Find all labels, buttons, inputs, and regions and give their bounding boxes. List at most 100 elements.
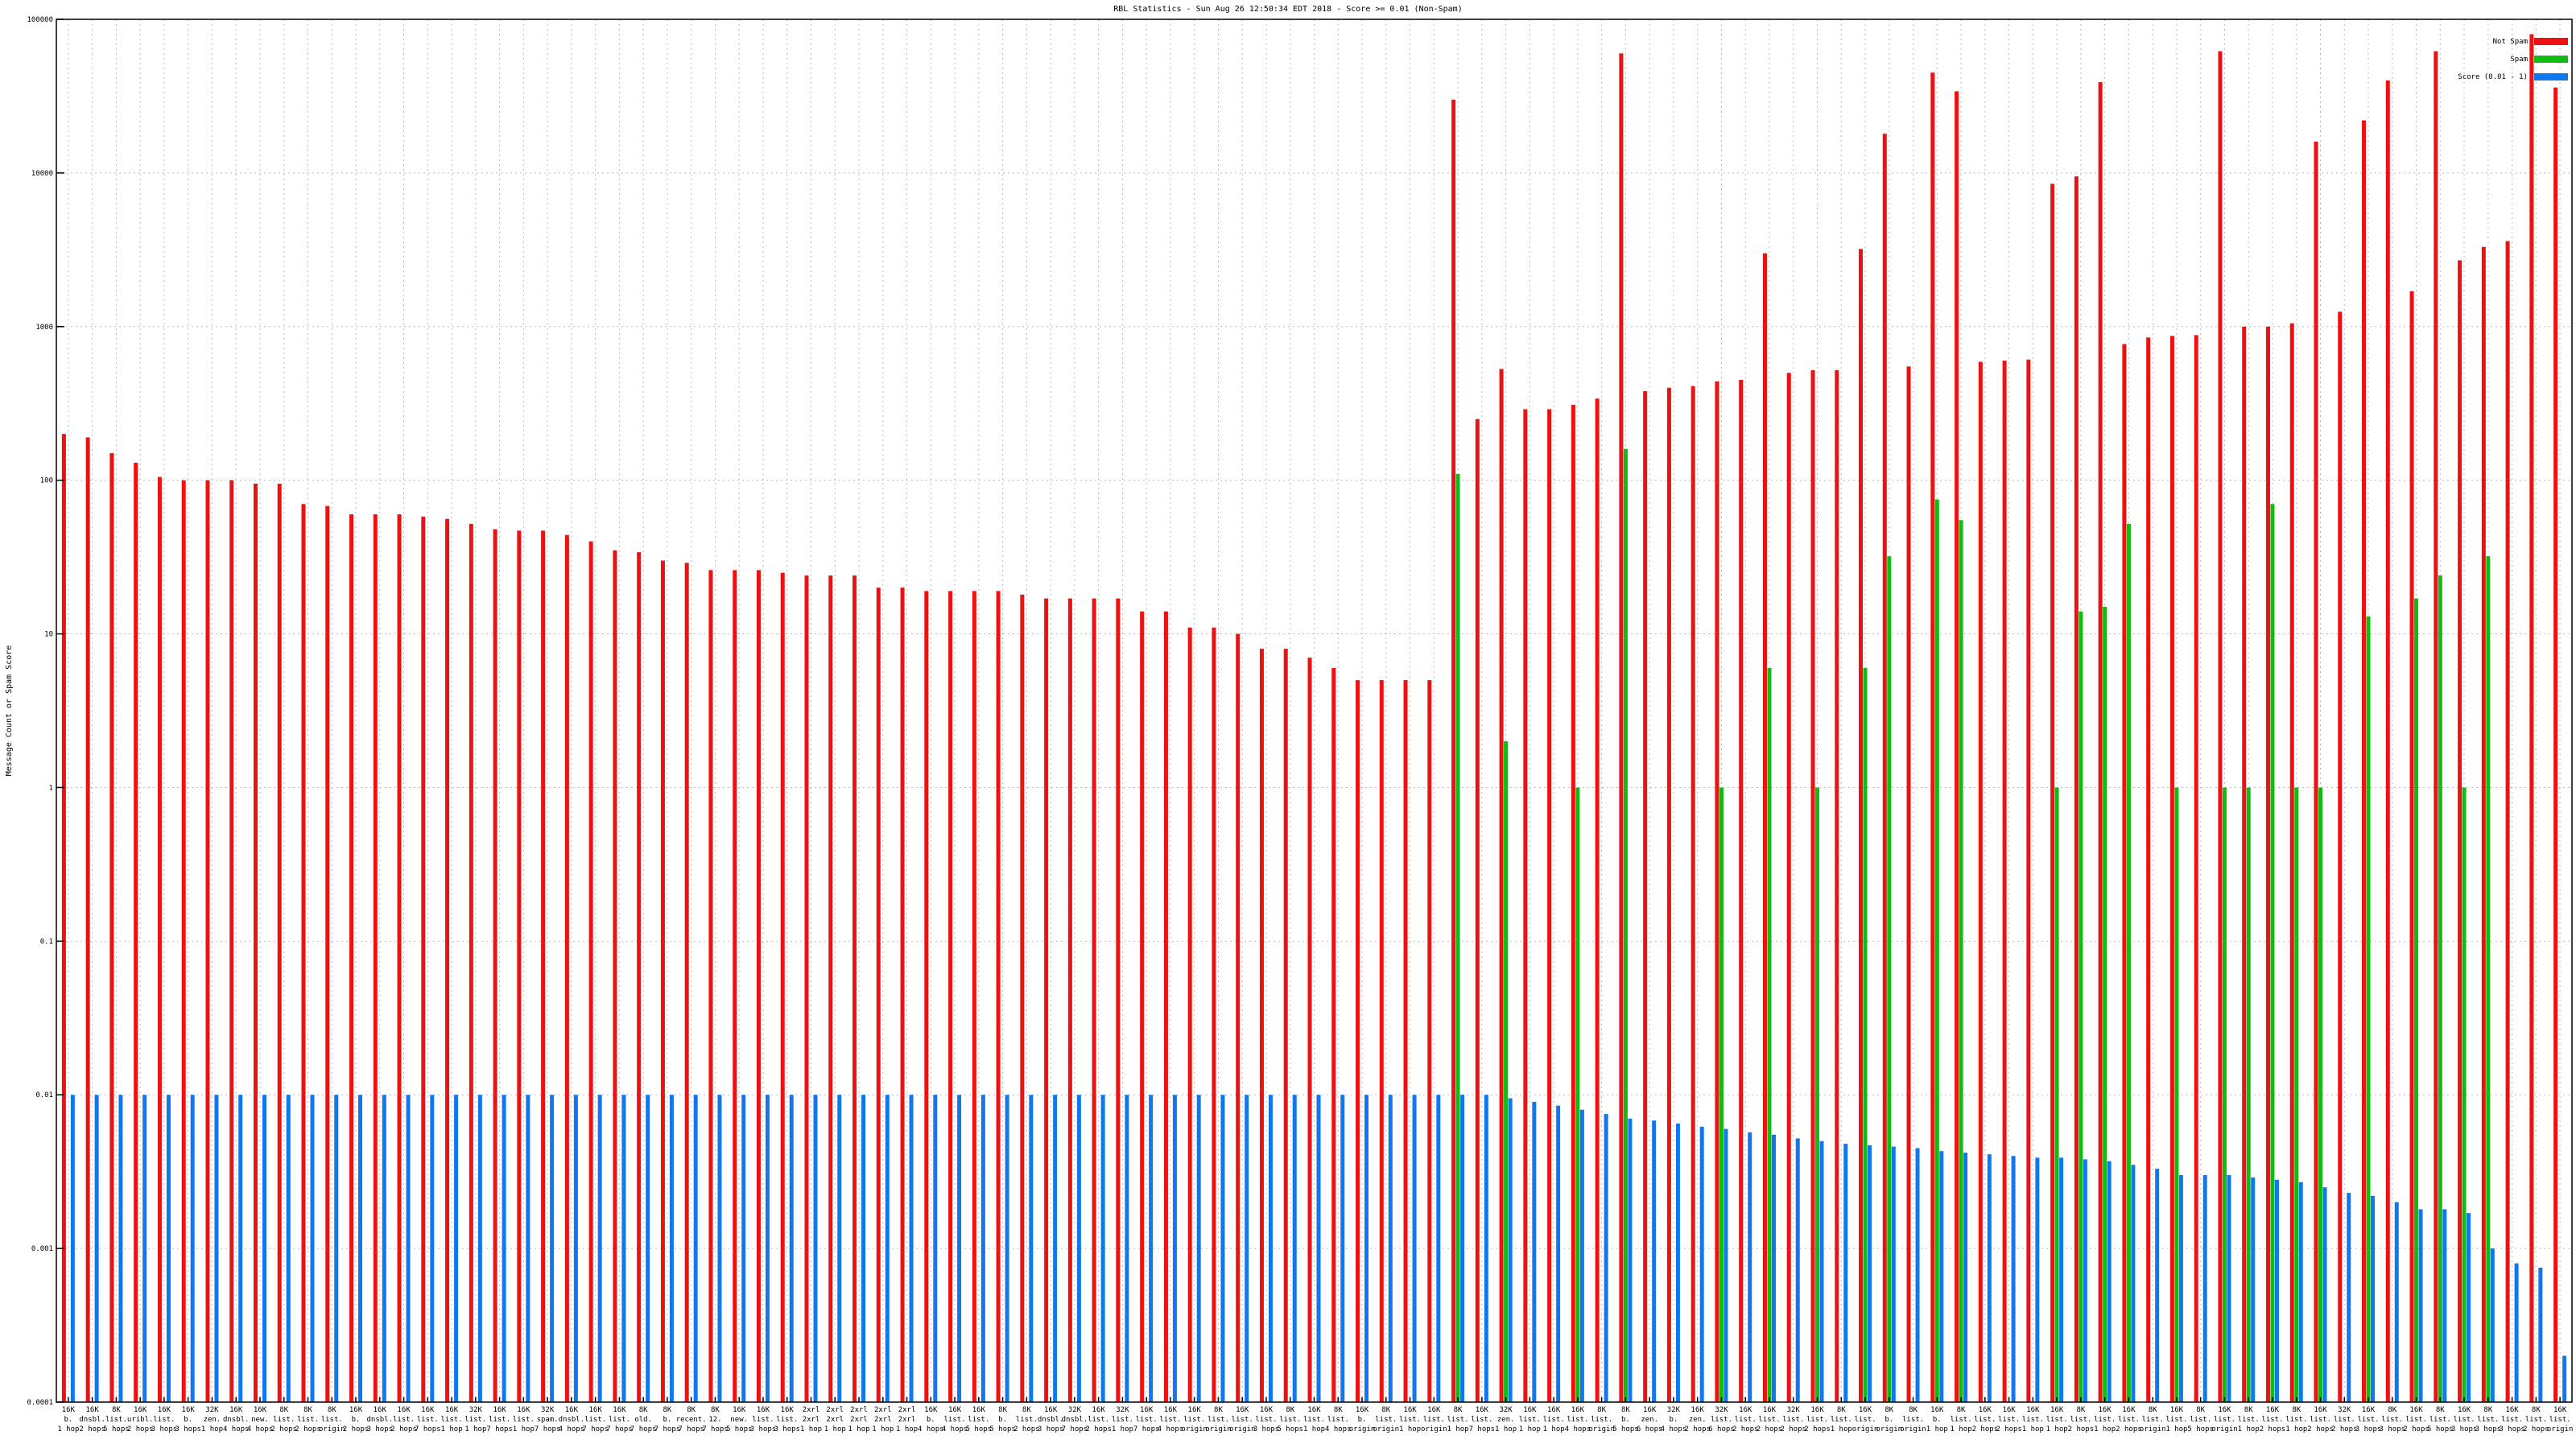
bar-not bbox=[756, 570, 761, 1402]
bar-spam bbox=[1863, 667, 1868, 1402]
x-label-hops: 7 hops bbox=[606, 1425, 633, 1433]
bar-score bbox=[789, 1095, 794, 1402]
x-label-list: list. bbox=[1782, 1416, 1804, 1424]
bar-not bbox=[109, 453, 114, 1403]
bar-not bbox=[2074, 176, 2079, 1402]
x-label-count: 16K bbox=[1739, 1406, 1752, 1414]
x-label-count: 16K bbox=[2553, 1406, 2567, 1414]
x-label-hops: 1 hop bbox=[848, 1425, 869, 1433]
x-label-list: zen. bbox=[1689, 1416, 1707, 1424]
bar-score bbox=[1724, 1128, 1728, 1402]
x-label-count: 16K bbox=[1523, 1406, 1537, 1414]
x-label-count: 16K bbox=[1763, 1406, 1777, 1414]
x-label-count: 16K bbox=[182, 1406, 196, 1414]
x-label-list: list. bbox=[1279, 1416, 1301, 1424]
bar-score bbox=[2227, 1175, 2231, 1402]
bar-score bbox=[502, 1095, 506, 1402]
x-label-count: 8K bbox=[328, 1406, 336, 1414]
bar-score bbox=[885, 1095, 890, 1402]
bar-not bbox=[253, 483, 258, 1403]
x-label-hops: 6 hops bbox=[1708, 1425, 1735, 1433]
x-label-list: list. bbox=[1423, 1416, 1445, 1424]
x-label-hops: 4 hops bbox=[942, 1425, 968, 1433]
bar-spam bbox=[1887, 556, 1892, 1402]
x-label-count: 8K bbox=[303, 1406, 312, 1414]
bar-not bbox=[421, 516, 426, 1402]
x-label-count: 8K bbox=[1454, 1406, 1463, 1414]
bar-score bbox=[1868, 1145, 1872, 1402]
x-label-hops: 2 hops bbox=[1085, 1425, 1112, 1433]
x-label-count: 16K bbox=[1260, 1406, 1274, 1414]
x-label-count: 16K bbox=[1356, 1406, 1369, 1414]
x-label-count: 16K bbox=[1236, 1406, 1249, 1414]
x-label-count: 8K bbox=[1957, 1406, 1966, 1414]
x-label-count: 16K bbox=[445, 1406, 459, 1414]
bar-score bbox=[2251, 1177, 2256, 1402]
x-label-count: 16K bbox=[972, 1406, 986, 1414]
x-label-count: 16K bbox=[1044, 1406, 1058, 1414]
x-label-count: 16K bbox=[2314, 1406, 2327, 1414]
x-label-count: 16K bbox=[2002, 1406, 2016, 1414]
bar-not bbox=[517, 530, 522, 1402]
legend-swatch-score bbox=[2534, 73, 2568, 80]
x-label-hops: 4 hops bbox=[918, 1425, 944, 1433]
x-label-list: list. bbox=[2334, 1416, 2355, 1424]
x-label-hops: 2 hops bbox=[1972, 1425, 1999, 1433]
bar-score bbox=[837, 1095, 842, 1402]
x-label-hops: 2 hops bbox=[1732, 1425, 1759, 1433]
x-label-count: 16K bbox=[1571, 1406, 1585, 1414]
bar-not bbox=[493, 529, 497, 1402]
bar-score bbox=[1508, 1098, 1513, 1402]
x-label-hops: 1 hop bbox=[1112, 1425, 1133, 1433]
y-tick-label: 1000 bbox=[35, 324, 53, 332]
x-label-hops: 3 hops bbox=[2355, 1425, 2382, 1433]
bar-spam bbox=[2294, 787, 2299, 1402]
x-label-list: list. bbox=[1854, 1416, 1876, 1424]
bar-score bbox=[526, 1095, 530, 1402]
x-label-hops: origin bbox=[2547, 1425, 2574, 1433]
bar-not bbox=[708, 570, 713, 1402]
bar-not bbox=[325, 505, 330, 1402]
bar-score bbox=[1771, 1134, 1776, 1402]
x-label-hops: 7 hops bbox=[582, 1425, 609, 1433]
x-label-hops: 1 hop bbox=[800, 1425, 822, 1433]
x-label-hops: 5 hops bbox=[1277, 1425, 1303, 1433]
x-label-hops: 7 hops bbox=[535, 1425, 561, 1433]
x-label-hops: 3 hops bbox=[750, 1425, 777, 1433]
x-label-count: 32K bbox=[1667, 1406, 1681, 1414]
x-label-count: 32K bbox=[2338, 1406, 2351, 1414]
x-label-list: list. bbox=[2501, 1416, 2523, 1424]
x-label-hops: origin bbox=[1852, 1425, 1879, 1433]
bar-score bbox=[262, 1095, 266, 1402]
bar-score bbox=[1364, 1095, 1369, 1402]
x-label-count: 8K bbox=[711, 1406, 720, 1414]
x-label-list: list. bbox=[2118, 1416, 2140, 1424]
bar-not bbox=[1666, 387, 1671, 1402]
x-label-hops: 2 hops bbox=[2116, 1425, 2142, 1433]
bar-score bbox=[1053, 1095, 1058, 1402]
bar-score bbox=[1245, 1095, 1249, 1402]
chart-title: RBL Statistics - Sun Aug 26 12:50:34 EDT… bbox=[1113, 5, 1462, 14]
x-label-hops: origin bbox=[1588, 1425, 1615, 1433]
x-label-hops: 1 hop bbox=[1399, 1425, 1421, 1433]
bar-score bbox=[597, 1095, 602, 1402]
bar-not bbox=[804, 575, 809, 1402]
x-label-count: 16K bbox=[1476, 1406, 1489, 1414]
x-label-hops: 1 hop bbox=[464, 1425, 486, 1433]
bar-spam bbox=[2103, 606, 2107, 1402]
x-label-hops: 4 hops bbox=[223, 1425, 250, 1433]
x-label-hops: 7 hops bbox=[486, 1425, 513, 1433]
x-label-count: 16K bbox=[86, 1406, 100, 1414]
bar-spam bbox=[2366, 616, 2371, 1402]
x-label-count: 16K bbox=[1140, 1406, 1154, 1414]
x-label-list: b. bbox=[927, 1416, 935, 1424]
bar-score bbox=[2467, 1213, 2471, 1402]
x-label-count: 8K bbox=[1214, 1406, 1223, 1414]
x-label-count: 8K bbox=[1022, 1406, 1031, 1414]
bar-not bbox=[828, 575, 833, 1402]
x-label-hops: 2 hops bbox=[1013, 1425, 1040, 1433]
x-label-count: 8K bbox=[1381, 1406, 1390, 1414]
bar-score bbox=[1987, 1154, 1992, 1402]
bar-not bbox=[469, 523, 473, 1403]
